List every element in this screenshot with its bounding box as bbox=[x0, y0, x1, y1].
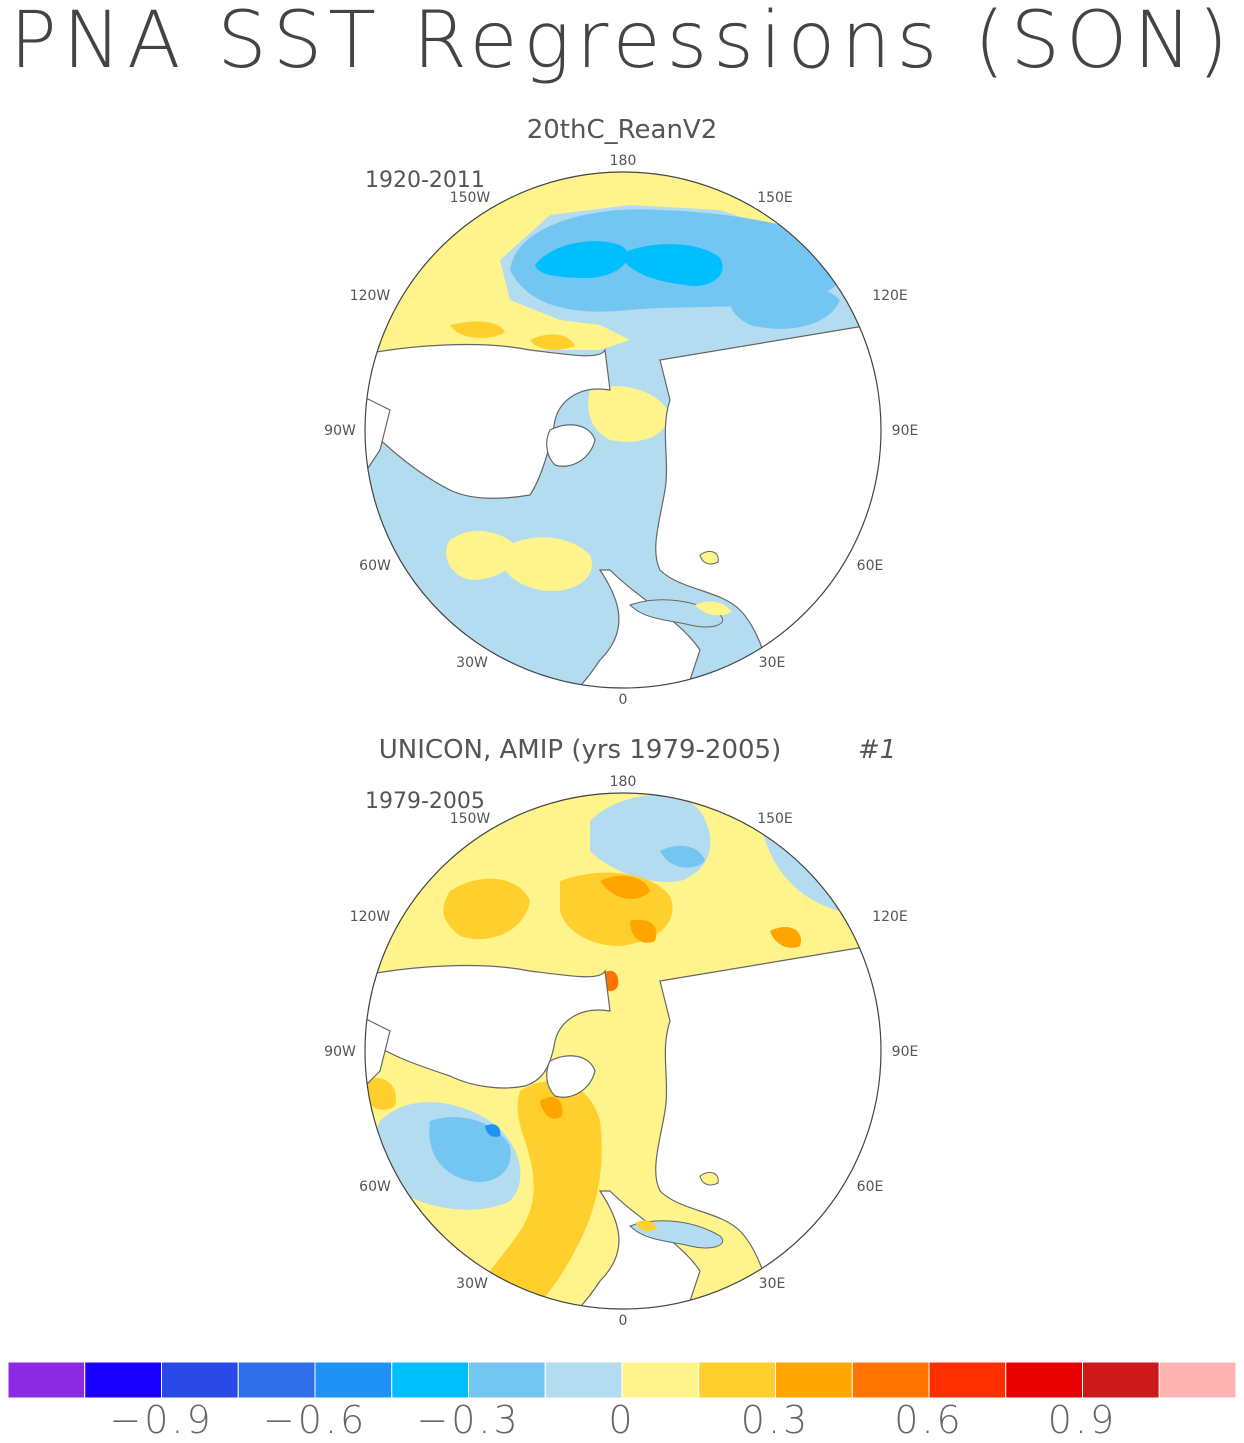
panel-period: 1979-2005 bbox=[365, 789, 485, 814]
panel-period: 1920-2011 bbox=[365, 168, 485, 193]
lon-label: 150E bbox=[757, 811, 793, 827]
colorbar-segment bbox=[621, 1362, 700, 1398]
lon-label: 30W bbox=[456, 1276, 488, 1292]
sst-region bbox=[635, 1220, 657, 1231]
lon-label: 30E bbox=[759, 1276, 786, 1292]
lon-label: 150W bbox=[450, 190, 491, 206]
colorbar-segment bbox=[775, 1362, 853, 1398]
colorbar-labels: −0.9 −0.6 −0.3 0 0.3 0.6 0.9 bbox=[0, 1398, 1244, 1442]
lon-label: 60E bbox=[857, 558, 884, 574]
colorbar-segment bbox=[1082, 1362, 1160, 1398]
colorbar-segment bbox=[1005, 1362, 1083, 1398]
sst-region bbox=[530, 334, 575, 350]
colorbar-tick-label: −0.6 bbox=[262, 1398, 368, 1442]
sst-region bbox=[770, 926, 801, 948]
colorbar-segment bbox=[391, 1362, 469, 1398]
land bbox=[365, 964, 611, 1089]
colorbar-tick-label: −0.3 bbox=[416, 1398, 521, 1442]
colorbar-segment bbox=[161, 1362, 239, 1398]
colorbar-tick-label: −0.9 bbox=[109, 1398, 214, 1442]
lon-label: 120E bbox=[872, 909, 908, 925]
colorbar-segment bbox=[851, 1362, 930, 1398]
colorbar-tick-label: 0 bbox=[608, 1398, 636, 1442]
run-label: #1 bbox=[858, 735, 897, 765]
lon-label: 30E bbox=[759, 655, 786, 671]
lon-label: 60E bbox=[857, 1179, 884, 1195]
colorbar-tick-label: 0.6 bbox=[894, 1398, 964, 1442]
colorbar-tick-label: 0.9 bbox=[1047, 1398, 1118, 1442]
colorbar bbox=[8, 1362, 1236, 1398]
sst-region bbox=[728, 280, 840, 329]
colorbar-segment bbox=[544, 1362, 623, 1398]
colorbar-segment bbox=[698, 1362, 776, 1398]
sst-region bbox=[499, 537, 592, 591]
sst-region bbox=[620, 244, 723, 286]
colorbar-segment bbox=[928, 1362, 1007, 1398]
panel-title: 20thC_ReanV2 bbox=[526, 115, 718, 145]
lon-label: 30W bbox=[456, 655, 488, 671]
lon-label: 90E bbox=[892, 1044, 919, 1060]
lon-label: 90W bbox=[324, 1044, 356, 1060]
colorbar-segment bbox=[1158, 1362, 1236, 1398]
lon-label: 60W bbox=[359, 1179, 391, 1195]
longitude-labels: 180 150E 120E 90E 60E 30E 0 30W 60W 90W … bbox=[324, 774, 918, 1329]
map-boundary bbox=[364, 171, 882, 689]
sst-region bbox=[450, 1081, 602, 1309]
lon-label: 60W bbox=[359, 558, 391, 574]
colorbar-segment bbox=[314, 1362, 393, 1398]
lon-label: 120W bbox=[350, 288, 391, 304]
colorbar-segment bbox=[237, 1362, 316, 1398]
colorbar-tick-label: 0.3 bbox=[740, 1398, 811, 1442]
sst-region bbox=[446, 530, 516, 580]
lon-label: 0 bbox=[619, 692, 628, 708]
sst-region bbox=[540, 1096, 563, 1119]
land bbox=[365, 389, 391, 511]
land bbox=[365, 1010, 391, 1112]
colorbar-segment bbox=[84, 1362, 162, 1398]
colorbar-segment bbox=[8, 1362, 86, 1398]
sst-region bbox=[443, 878, 530, 940]
polar-map-1: 180 150E 120E 90E 60E 30E 0 30W 60W 90W … bbox=[324, 153, 918, 708]
sst-region bbox=[485, 1124, 501, 1137]
land bbox=[546, 1055, 596, 1098]
lon-label: 150W bbox=[450, 811, 491, 827]
lon-label: 90W bbox=[324, 423, 356, 439]
sst-region bbox=[535, 241, 628, 279]
sst-region bbox=[600, 875, 650, 900]
sst-region bbox=[695, 601, 732, 616]
lon-label: 0 bbox=[619, 1313, 628, 1329]
sst-region bbox=[588, 386, 670, 442]
lon-label: 150E bbox=[757, 190, 793, 206]
lon-label: 180 bbox=[610, 153, 637, 169]
sst-region bbox=[660, 845, 705, 868]
panel-title: UNICON, AMIP (yrs 1979-2005) bbox=[378, 735, 782, 765]
lon-label: 120E bbox=[872, 288, 908, 304]
lon-label: 90E bbox=[892, 423, 919, 439]
sst-region bbox=[699, 1172, 719, 1186]
longitude-labels: 180 150E 120E 90E 60E 30E 0 30W 60W 90W … bbox=[324, 153, 918, 708]
map-boundary bbox=[364, 792, 882, 1310]
sst-region bbox=[630, 919, 657, 943]
colorbar-segment bbox=[468, 1362, 546, 1398]
chart-title: PNA SST Regressions (SON) bbox=[9, 0, 1235, 86]
sst-region bbox=[450, 321, 505, 338]
land bbox=[365, 343, 611, 499]
land bbox=[546, 424, 596, 467]
sst-region bbox=[699, 551, 719, 565]
lon-label: 120W bbox=[350, 909, 391, 925]
polar-map-2: 180 150E 120E 90E 60E 30E 0 30W 60W 90W … bbox=[324, 774, 918, 1329]
lon-label: 180 bbox=[610, 774, 637, 790]
